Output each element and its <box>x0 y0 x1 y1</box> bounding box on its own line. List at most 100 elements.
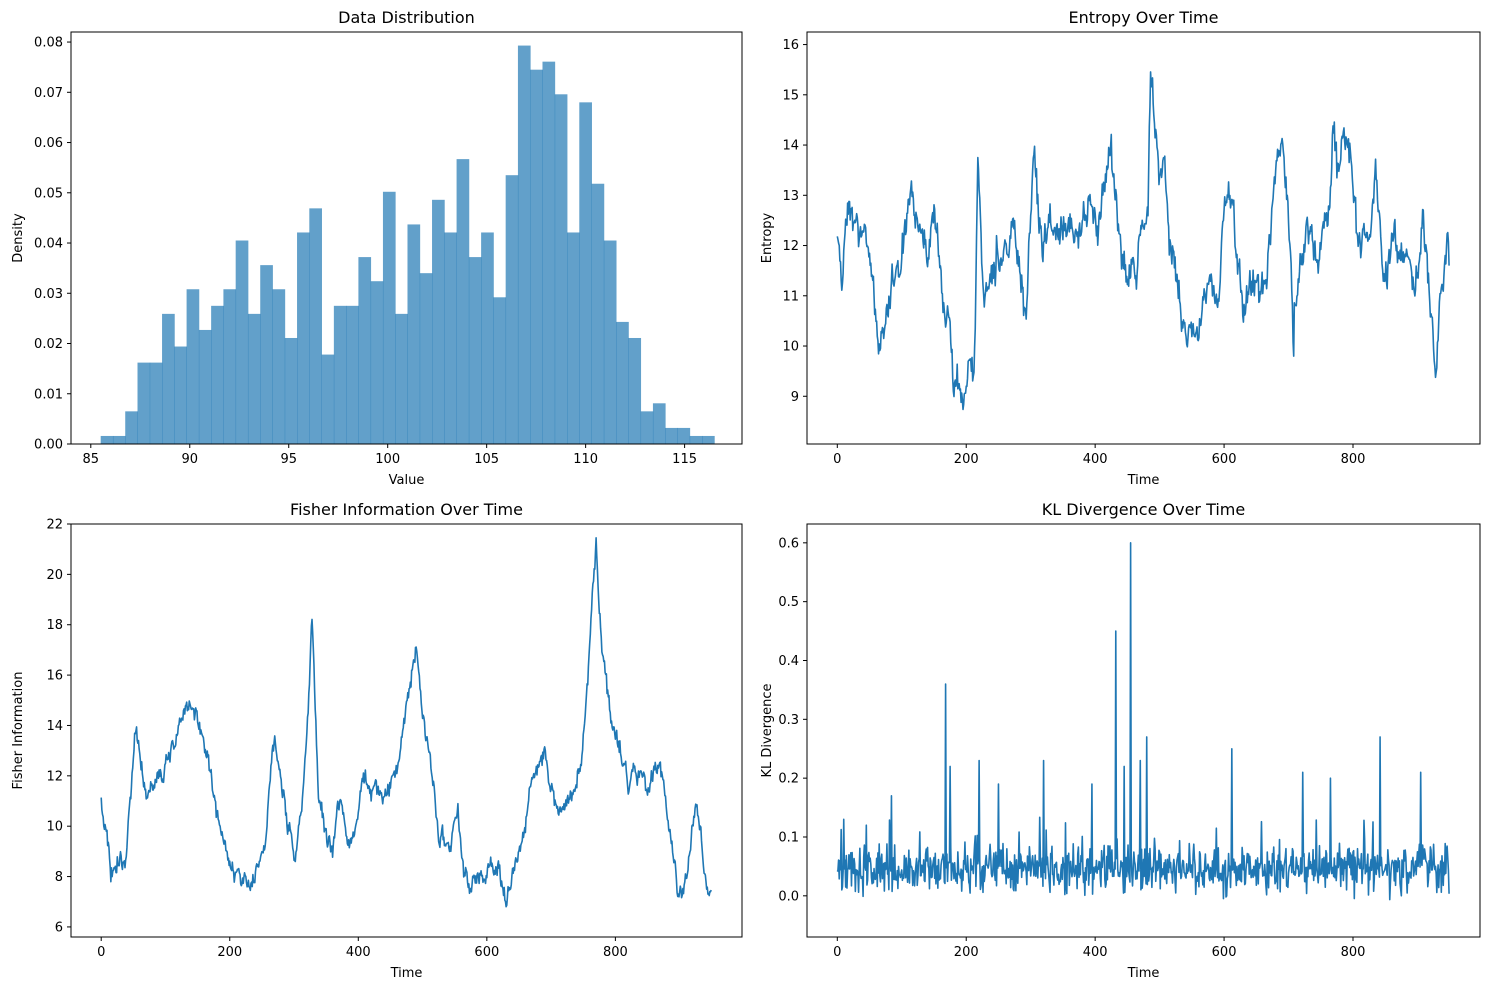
histogram-bar <box>247 313 261 444</box>
histogram-bar <box>149 362 163 444</box>
x-tick-label: 600 <box>474 945 499 960</box>
histogram-bar <box>370 281 384 444</box>
chart-title: KL Divergence Over Time <box>1042 500 1245 519</box>
histogram-bar <box>382 191 396 444</box>
y-tick-label: 0.07 <box>34 86 63 101</box>
x-tick-label: 115 <box>672 452 697 467</box>
histogram-bars <box>100 45 715 445</box>
y-axis-label: Fisher Information <box>11 672 26 790</box>
histogram-bar <box>628 337 642 444</box>
histogram-bar <box>567 232 580 444</box>
histogram-bar <box>579 102 592 444</box>
y-tick-label: 14 <box>782 139 799 154</box>
x-tick-label: 85 <box>83 452 100 467</box>
x-axis-label: Time <box>390 966 423 981</box>
x-tick-label: 0 <box>833 452 841 467</box>
histogram-bar <box>603 240 617 444</box>
y-tick-label: 10 <box>782 340 799 355</box>
histogram-bar <box>677 427 691 444</box>
x-axis-label: Time <box>1127 966 1160 981</box>
y-tick-label: 12 <box>46 769 63 784</box>
x-tick-label: 800 <box>603 945 628 960</box>
x-axis-label: Time <box>1127 473 1160 488</box>
histogram-bar <box>456 159 470 445</box>
histogram-bar <box>419 273 433 444</box>
histogram-bar <box>505 175 519 444</box>
y-tick-label: 6 <box>55 920 63 935</box>
histogram-bar <box>432 199 445 444</box>
line-chart-entropy: 0 200 400 600 800 9 10 11 12 13 14 15 16 Entropy Over… <box>760 8 1481 488</box>
x-tick-label: 400 <box>346 945 371 960</box>
histogram-bar <box>444 232 457 444</box>
y-tick-label: 20 <box>46 568 63 583</box>
histogram-bar <box>702 435 715 444</box>
histogram-bar <box>211 305 224 444</box>
y-tick-label: 0.2 <box>778 772 799 787</box>
histogram-bar <box>493 297 507 444</box>
x-tick-label: 800 <box>1341 945 1366 960</box>
x-tick-label: 105 <box>474 452 499 467</box>
chart-title: Entropy Over Time <box>1069 8 1219 27</box>
y-tick-label: 0.3 <box>778 713 799 728</box>
histogram-bar <box>616 321 629 444</box>
y-tick-label: 10 <box>46 820 63 835</box>
histogram-bar <box>198 329 212 444</box>
histogram-data-distribution: 85 90 95 100 105 110 115 0.00 0.01 0.02 0.03 0.04 0.… <box>11 8 743 488</box>
x-tick-label: 600 <box>1212 452 1237 467</box>
series-line <box>836 71 1450 411</box>
histogram-bar <box>346 305 359 444</box>
histogram-bar <box>223 289 237 444</box>
histogram-bar <box>591 183 605 445</box>
y-tick-label: 16 <box>46 669 63 684</box>
histogram-bar <box>652 403 666 444</box>
histogram-bar <box>333 305 347 444</box>
axes-frame <box>70 523 743 938</box>
y-tick-label: 15 <box>782 88 799 103</box>
histogram-bar <box>468 257 482 444</box>
y-tick-label: 0.08 <box>34 36 63 51</box>
x-tick-label: 400 <box>1083 945 1108 960</box>
series-line <box>100 537 712 908</box>
y-tick-label: 22 <box>46 518 63 533</box>
y-tick-label: 13 <box>782 189 799 204</box>
y-axis-label: Entropy <box>760 212 775 263</box>
x-tick-label: 200 <box>217 945 242 960</box>
histogram-bar <box>321 354 335 444</box>
x-tick-label: 600 <box>1212 945 1237 960</box>
histogram-bar <box>309 208 322 444</box>
y-tick-label: 0.03 <box>34 287 63 302</box>
x-tick-label: 400 <box>1083 452 1108 467</box>
histogram-bar <box>407 224 421 444</box>
y-tick-label: 0.4 <box>778 654 799 669</box>
histogram-bar <box>186 289 200 444</box>
histogram-bar <box>235 240 249 444</box>
histogram-bar <box>395 313 408 444</box>
axes-frame <box>806 523 1481 938</box>
histogram-bar <box>162 313 175 444</box>
x-axis-label: Value <box>389 473 425 488</box>
histogram-bar <box>542 61 556 445</box>
y-tick-label: 0.5 <box>778 595 799 610</box>
histogram-bar <box>640 411 654 444</box>
x-tick-label: 800 <box>1341 452 1366 467</box>
series-line <box>836 542 1450 901</box>
y-tick-label: 0.00 <box>34 438 63 453</box>
histogram-bar <box>100 435 114 444</box>
histogram-bar <box>137 362 151 444</box>
histogram-bar <box>112 435 126 444</box>
x-tick-label: 200 <box>954 945 979 960</box>
y-tick-label: 12 <box>782 239 799 254</box>
y-tick-label: 0.04 <box>34 237 63 252</box>
chart-title: Fisher Information Over Time <box>290 500 523 519</box>
histogram-bar <box>665 427 678 444</box>
x-tick-label: 95 <box>280 452 297 467</box>
x-tick-label: 90 <box>181 452 198 467</box>
y-tick-label: 0.02 <box>34 337 63 352</box>
histogram-bar <box>272 289 286 444</box>
histogram-bar <box>125 411 138 444</box>
x-tick-label: 0 <box>833 945 841 960</box>
y-axis-label: KL Divergence <box>760 684 775 778</box>
histogram-bar <box>530 69 543 445</box>
axes-frame <box>806 31 1481 445</box>
